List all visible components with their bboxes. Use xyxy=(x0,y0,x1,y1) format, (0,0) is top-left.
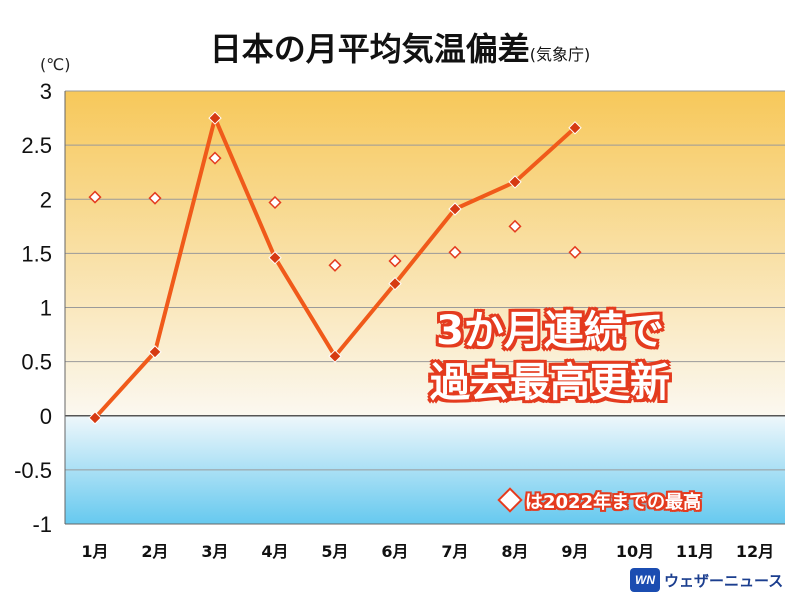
record-point xyxy=(328,258,342,272)
y-tick-label: -1 xyxy=(32,512,52,537)
main-point xyxy=(508,175,522,189)
x-tick-label: 7月 xyxy=(441,542,468,561)
weathernews-logo: WN ウェザーニュース xyxy=(630,566,784,594)
annotation-line-1: 3か月連続で xyxy=(436,308,664,354)
record-point xyxy=(568,245,582,259)
record-point xyxy=(268,195,282,210)
record-point xyxy=(388,254,402,268)
record-legend: は2022年までの最高 xyxy=(495,486,770,514)
chart-title-source: (気象庁) xyxy=(529,45,591,64)
x-tick-label: 12月 xyxy=(736,542,774,561)
record-point xyxy=(508,219,522,233)
y-tick-label: 1 xyxy=(40,296,52,321)
y-tick-label: 2 xyxy=(40,187,52,212)
main-point xyxy=(208,111,222,125)
x-tick-label: 8月 xyxy=(501,542,528,561)
x-tick-labels: 1月 2月 3月 4月 5月 6月 7月 8月 9月 10月 11月 12月 xyxy=(81,542,774,561)
record-legend-diamond-icon xyxy=(497,487,523,513)
main-point xyxy=(388,276,402,291)
main-point xyxy=(448,202,462,216)
main-point xyxy=(328,349,342,363)
annotation-line-2: 過去最高更新 xyxy=(430,360,670,406)
x-tick-label: 4月 xyxy=(261,542,288,561)
x-tick-label: 10月 xyxy=(616,542,654,561)
main-point xyxy=(148,345,162,359)
x-tick-label: 3月 xyxy=(201,542,228,561)
chart-title: 日本の月平均気温偏差(気象庁) xyxy=(0,24,800,70)
x-tick-label: 2月 xyxy=(141,542,168,561)
x-tick-label: 11月 xyxy=(676,542,714,561)
record-point xyxy=(148,191,162,205)
record-point xyxy=(88,190,102,204)
x-tick-label: 6月 xyxy=(381,542,408,561)
x-tick-label: 1月 xyxy=(81,542,108,561)
grid-lines xyxy=(64,90,785,525)
y-tick-label: 0.5 xyxy=(21,350,52,375)
record-legend-text: は2022年までの最高 xyxy=(525,492,702,513)
y-tick-label: 1.5 xyxy=(21,241,52,266)
x-tick-label: 9月 xyxy=(561,542,588,561)
main-point xyxy=(268,250,282,265)
annotation-callout: 3か月連続で 過去最高更新 xyxy=(400,305,700,409)
chart-title-text: 日本の月平均気温偏差 xyxy=(209,30,530,68)
weathernews-logo-mark: WN xyxy=(630,568,660,592)
series-layer xyxy=(88,111,582,425)
x-tick-label: 5月 xyxy=(321,542,348,561)
record-point xyxy=(448,245,462,259)
main-point xyxy=(88,411,102,425)
y-tick-label: 3 xyxy=(40,79,52,104)
weathernews-logo-name: ウェザーニュース xyxy=(664,572,784,590)
main-point xyxy=(568,121,582,135)
y-tick-labels: 3 2.5 2 1.5 1 0.5 0 -0.5 -1 xyxy=(14,79,52,537)
record-point xyxy=(208,151,222,165)
y-tick-label: 0 xyxy=(40,404,52,429)
y-axis-unit: (℃) xyxy=(40,55,71,74)
y-tick-label: -0.5 xyxy=(14,458,52,483)
y-tick-label: 2.5 xyxy=(21,133,52,158)
